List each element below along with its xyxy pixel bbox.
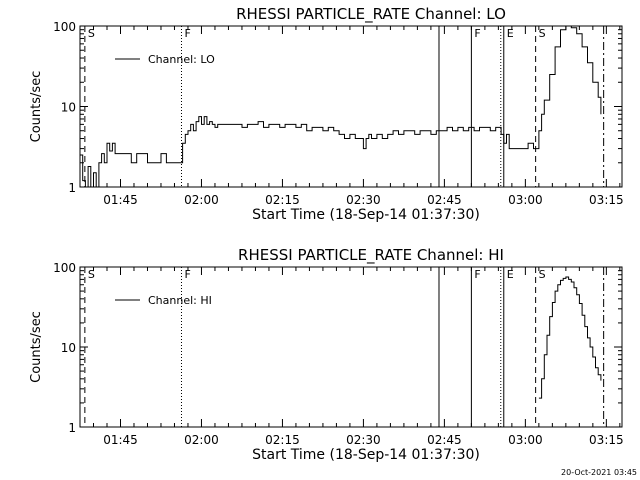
y-tick-label: 1 <box>68 181 76 195</box>
x-tick-label: 02:45 <box>427 193 462 207</box>
x-tick-label: 02:15 <box>265 433 300 447</box>
x-axis-label: Start Time (18-Sep-14 01:37:30) <box>252 207 480 223</box>
event-marker-label: S <box>88 27 95 40</box>
y-tick-label: 10 <box>61 341 76 355</box>
x-tick-label: 03:15 <box>589 193 624 207</box>
x-tick-label: 02:00 <box>184 193 219 207</box>
legend-label: Channel: LO <box>148 53 215 66</box>
x-tick-label: 03:00 <box>508 193 543 207</box>
y-axis-label: Counts/sec <box>29 71 44 143</box>
y-tick-label: 100 <box>53 261 76 275</box>
x-tick-label: 02:00 <box>184 433 219 447</box>
event-marker-label: E <box>507 268 514 281</box>
x-axis-label: Start Time (18-Sep-14 01:37:30) <box>252 447 480 463</box>
hi-channel-panel: RHESSI PARTICLE_RATE Channel: HI Start Ti… <box>29 246 624 463</box>
y-tick-label: 100 <box>53 20 76 34</box>
lo-channel-panel: RHESSI PARTICLE_RATE Channel: LO Start Ti… <box>29 5 624 223</box>
event-marker-label: F <box>184 27 190 40</box>
x-tick-label: 01:45 <box>103 433 138 447</box>
chart-title: RHESSI PARTICLE_RATE Channel: LO <box>236 5 506 24</box>
plot-frame <box>79 266 623 428</box>
event-marker-label: F <box>474 27 480 40</box>
event-marker-label: S <box>88 268 95 281</box>
y-tick-label: 1 <box>68 421 76 435</box>
x-tick-label: 03:15 <box>589 433 624 447</box>
event-marker-label: F <box>184 268 190 281</box>
series-line <box>80 25 602 188</box>
x-tick-label: 02:30 <box>346 193 381 207</box>
x-tick-label: 03:00 <box>508 433 543 447</box>
x-tick-label: 02:15 <box>265 193 300 207</box>
series-line <box>538 276 602 399</box>
y-axis-label: Counts/sec <box>29 311 44 383</box>
event-marker-label: F <box>474 268 480 281</box>
x-tick-label: 01:45 <box>103 193 138 207</box>
event-marker-label: E <box>507 27 514 40</box>
x-tick-label: 02:30 <box>346 433 381 447</box>
x-tick-label: 02:45 <box>427 433 462 447</box>
event-marker-label: S <box>539 27 546 40</box>
y-tick-label: 10 <box>61 101 76 115</box>
footer-date: 20-Oct-2021 03:45 <box>561 468 637 477</box>
event-marker-label: S <box>539 268 546 281</box>
chart-title: RHESSI PARTICLE_RATE Channel: HI <box>238 246 504 265</box>
legend-label: Channel: HI <box>148 294 212 307</box>
